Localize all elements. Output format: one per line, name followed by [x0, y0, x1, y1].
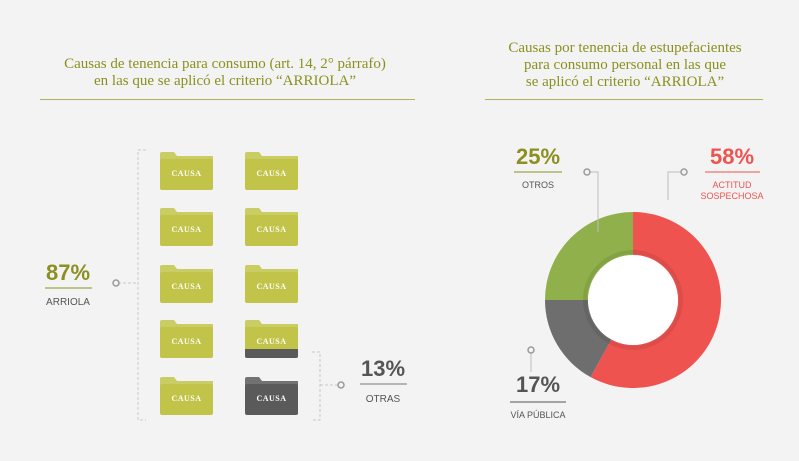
folder-label: CAUSA: [171, 225, 201, 234]
leader-line-otros: [590, 171, 599, 232]
category-label-v-a-p-blica: VÍA PÚBLICA: [510, 410, 565, 420]
category-label-otros: OTROS: [522, 180, 554, 190]
arriola-label: ARRIOLA: [46, 297, 90, 308]
folder-label: CAUSA: [171, 394, 201, 403]
percent-label-v-a-p-blica: 17%: [516, 372, 560, 397]
otras-bracket: [312, 351, 345, 421]
right-title-line-2: para consumo personal en las que: [523, 57, 727, 73]
folder-label: CAUSA: [256, 282, 286, 291]
folder-icon: CAUSA: [160, 208, 213, 246]
otras-marker: [337, 381, 345, 389]
donut-hole: [588, 255, 678, 345]
folder-icon: CAUSA: [245, 152, 298, 190]
folder-icon: CAUSA: [160, 152, 213, 190]
otras-label: OTRAS: [366, 394, 401, 405]
folder-label: CAUSA: [256, 394, 286, 403]
donut-labels: 58% ACTITUD SOSPECHOSA 17% VÍA PÚBLICA 25% OTR…: [510, 144, 764, 420]
folder-icon: CAUSA: [245, 208, 298, 246]
percent-label-otros: 25%: [516, 144, 560, 169]
left-title-line-2: en las que se aplicó el criterio “ARRIOL…: [94, 73, 356, 89]
folder-icon: CAUSA: [245, 377, 298, 415]
donut-chart: [545, 212, 721, 388]
leader-marker-v-a-p-blica: [527, 346, 535, 354]
arriola-bracket: [112, 149, 146, 421]
left-title-line-1: Causas de tenencia para consumo (art. 14…: [64, 56, 386, 72]
leader-line-actitud-sospechosa: [667, 171, 681, 200]
folder-icon: CAUSA: [245, 320, 298, 358]
category-label-actitud-sospechosa: ACTITUD SOSPECHOSA: [700, 180, 763, 201]
arriola-percent: 87%: [46, 260, 90, 285]
folder-icon: CAUSA: [160, 377, 213, 415]
right-chart-title: Causas por tenencia de estupefacientes p…: [455, 40, 795, 91]
folder-label: CAUSA: [171, 337, 201, 346]
right-title-line-1: Causas por tenencia de estupefacientes: [508, 40, 742, 56]
left-title-underline: [40, 99, 415, 100]
donut-slice-otros: [545, 212, 633, 300]
folder-label: CAUSA: [256, 337, 286, 346]
donut-hole-shadow: [583, 250, 683, 350]
right-title-underline: [485, 99, 763, 100]
folder-label: CAUSA: [171, 282, 201, 291]
leader-marker-actitud-sospechosa: [680, 168, 688, 176]
right-title-line-3: se aplicó el criterio “ARRIOLA”: [525, 74, 725, 90]
folder-icon: CAUSA: [160, 265, 213, 303]
folder-icon: CAUSA: [245, 265, 298, 303]
folder-label: CAUSA: [256, 225, 286, 234]
folder-label: CAUSA: [171, 169, 201, 178]
arriola-marker: [112, 279, 120, 287]
donut-slice-actitud-sospechosa: [590, 212, 721, 388]
left-chart-title: Causas de tenencia para consumo (art. 14…: [30, 56, 420, 90]
otras-percent: 13%: [361, 356, 405, 381]
donut-slice-v-a-p-blica: [545, 300, 612, 378]
folder-icon: CAUSA: [160, 320, 213, 358]
percent-label-actitud-sospechosa: 58%: [710, 144, 754, 169]
leader-marker-otros: [583, 168, 591, 176]
folder-label: CAUSA: [256, 169, 286, 178]
folder-grid: CAUSA CAUSA CAUSA CAUSA CAUSA CAUSA CAUSA CAUSA…: [160, 152, 298, 415]
